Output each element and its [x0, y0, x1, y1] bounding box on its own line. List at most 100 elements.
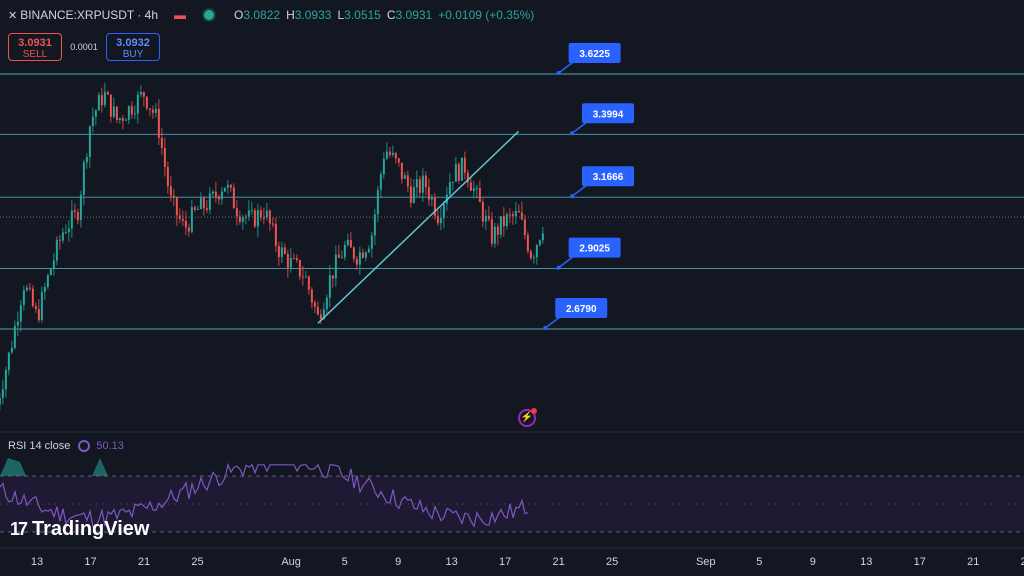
candle-body	[298, 260, 301, 277]
candle-body	[40, 291, 43, 321]
candle-body	[154, 108, 157, 113]
callout-box	[568, 43, 621, 63]
x-tick-label: 5	[756, 556, 762, 568]
candle-body	[409, 186, 412, 203]
high-value: 3.0933	[294, 8, 332, 22]
candle-body	[289, 258, 292, 268]
candle-body	[448, 182, 451, 195]
candle-body	[418, 179, 421, 193]
candle-body	[496, 226, 499, 235]
candle-body	[535, 245, 538, 258]
candle-body	[373, 214, 376, 236]
open-key: O	[234, 8, 244, 22]
callout-anchor	[556, 265, 561, 270]
candle-body	[481, 202, 484, 222]
candle-body	[94, 110, 97, 117]
candle-body	[295, 258, 298, 261]
low-key: L	[337, 8, 345, 22]
rsi-legend[interactable]: RSI 14 close 50.13	[8, 440, 124, 452]
candle-body	[196, 208, 199, 210]
candle-body	[400, 162, 403, 179]
candle-body	[4, 369, 7, 390]
buy-label: BUY	[122, 49, 144, 60]
alert-bolt-icon[interactable]: ⚡	[518, 408, 537, 427]
candle-body	[193, 207, 196, 210]
candle-body	[277, 245, 280, 258]
level-label: 2.6790	[566, 304, 597, 315]
candle-body	[49, 268, 52, 276]
candle-body	[352, 247, 355, 259]
candle-body	[439, 217, 442, 224]
candle-body	[124, 119, 127, 121]
candle-body	[76, 212, 79, 221]
candle-body	[325, 297, 328, 310]
trade-panel: 3.0931 SELL 0.0001 3.0932 BUY	[8, 33, 160, 61]
candle-body	[304, 276, 307, 278]
candle-body	[142, 92, 145, 97]
candle-body	[256, 210, 259, 227]
candle-body	[184, 220, 187, 228]
candle-body	[199, 197, 202, 209]
candle-body	[367, 248, 370, 253]
candle-body	[478, 188, 481, 203]
candle-body	[127, 106, 130, 120]
candle-body	[10, 347, 13, 353]
sell-price: 3.0931	[18, 37, 52, 49]
candle-body	[163, 147, 166, 167]
candle-body	[472, 188, 475, 191]
candle-body	[70, 210, 73, 229]
candle-body	[427, 187, 430, 200]
candle-body	[358, 252, 361, 265]
x-tick-label: 5	[342, 556, 348, 568]
market-status-icon	[202, 8, 217, 22]
candle-body	[259, 210, 262, 218]
candle-body	[241, 217, 244, 222]
candle-body	[394, 153, 397, 159]
x-tick-label: Sep	[696, 556, 716, 568]
candle-body	[145, 96, 148, 109]
candle-body	[343, 244, 346, 258]
candle-body	[79, 194, 82, 221]
candle-body	[415, 179, 418, 188]
candle-body	[340, 257, 343, 259]
candle-body	[412, 187, 415, 203]
candle-body	[436, 215, 439, 224]
rsi-settings-icon[interactable]	[78, 440, 91, 452]
heart-icon[interactable]: ▬	[174, 8, 187, 22]
candle-body	[460, 157, 463, 181]
candle-body	[346, 239, 349, 245]
candle-body	[523, 219, 526, 236]
candle-body	[136, 94, 139, 114]
x-tick-label: 13	[31, 556, 43, 568]
buy-button[interactable]: 3.0932 BUY	[106, 33, 160, 61]
candle-body	[148, 108, 151, 110]
candle-body	[379, 174, 382, 190]
candle-body	[37, 309, 40, 321]
candle-body	[283, 247, 286, 254]
candle-body	[433, 197, 436, 216]
candle-body	[322, 309, 325, 320]
sell-button[interactable]: 3.0931 SELL	[8, 33, 62, 61]
x-tick-label: 25	[606, 556, 618, 568]
candle-body	[28, 287, 31, 289]
candle-body	[82, 162, 85, 195]
candle-body	[85, 156, 88, 163]
candle-body	[247, 210, 250, 217]
candle-body	[157, 108, 160, 138]
callout-box	[582, 103, 634, 124]
level-label: 3.1666	[593, 172, 624, 183]
candle-body	[265, 210, 268, 218]
candle-body	[52, 260, 55, 269]
x-tick-label: 17	[84, 556, 96, 568]
candle-body	[226, 184, 229, 188]
candle-body	[541, 233, 544, 241]
symbol-title[interactable]: BINANCE:XRPUSDT · 4h	[20, 8, 159, 22]
candle-body	[499, 216, 502, 235]
candle-body	[151, 109, 154, 113]
candle-body	[118, 118, 121, 120]
change-value: +0.0109 (+0.35%)	[438, 8, 535, 22]
symbol-header: ✕ BINANCE:XRPUSDT · 4h ▬ O 3.0822 H 3.0933…	[8, 8, 534, 22]
candle-body	[109, 94, 112, 117]
candle-body	[238, 216, 241, 222]
